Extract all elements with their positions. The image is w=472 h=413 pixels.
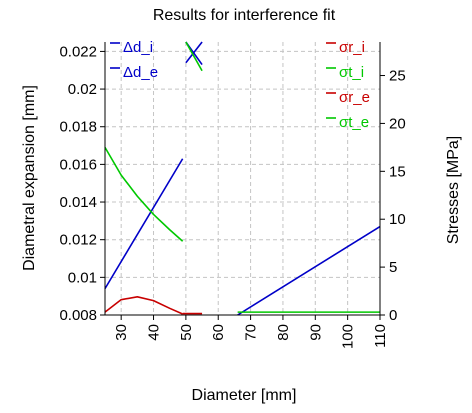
chart-title: Results for interference fit bbox=[153, 7, 336, 24]
legend-label: σr_i bbox=[339, 39, 365, 56]
series-line-r_i bbox=[104, 295, 183, 315]
series-layer bbox=[104, 41, 381, 316]
series-line-t_i bbox=[104, 146, 184, 242]
y-left-tick-label: 0.022 bbox=[59, 43, 97, 60]
x-axis-label: Diameter [mm] bbox=[192, 387, 297, 404]
series-line-t_e bbox=[185, 41, 203, 72]
legend-label: Δd_e bbox=[123, 64, 158, 81]
legend: Δd_i Δd_e σr_i σt_i σr_e σt_e bbox=[110, 39, 370, 131]
legend-label: Δd_i bbox=[123, 39, 153, 56]
y-axis-right-label: Stresses [MPa] bbox=[445, 136, 462, 244]
y-left-tick-label: 0.018 bbox=[59, 119, 97, 136]
y-right-tick-label: 25 bbox=[389, 68, 406, 85]
legend-label: σt_e bbox=[339, 114, 369, 131]
x-tick-label: 60 bbox=[210, 324, 227, 341]
y-left-tick-label: 0.014 bbox=[59, 194, 97, 211]
x-tick-label: 110 bbox=[372, 324, 389, 348]
legend-label: σr_e bbox=[339, 89, 370, 106]
x-tick-label: 30 bbox=[113, 324, 130, 341]
y-right-tick-label: 15 bbox=[389, 163, 406, 180]
x-tick-label: 50 bbox=[178, 324, 195, 341]
x-tick-label: 100 bbox=[340, 324, 357, 349]
y-axis-left-label: Diametral expansion [mm] bbox=[21, 85, 38, 271]
y-right-tick-label: 10 bbox=[389, 211, 406, 228]
y-left-tick-label: 0.008 bbox=[59, 307, 97, 324]
y-right-tick-label: 5 bbox=[389, 259, 397, 276]
x-tick-label: 40 bbox=[146, 324, 163, 341]
axes: 30 40 50 60 70 80 90 100 1100.0080.010.0120.0140… bbox=[59, 42, 406, 349]
y-right-tick-label: 0 bbox=[389, 307, 397, 324]
x-tick-label: 80 bbox=[275, 324, 292, 341]
x-tick-label: 90 bbox=[307, 324, 324, 341]
series-line-d_i bbox=[104, 158, 184, 290]
x-tick-label: 70 bbox=[243, 324, 260, 341]
grid bbox=[105, 42, 381, 316]
y-left-tick-label: 0.012 bbox=[59, 232, 97, 249]
series-line-d_e bbox=[237, 225, 381, 316]
y-left-tick-label: 0.02 bbox=[68, 81, 97, 98]
legend-label: σt_i bbox=[339, 64, 364, 81]
y-left-tick-label: 0.016 bbox=[59, 156, 97, 173]
y-right-tick-label: 20 bbox=[389, 115, 406, 132]
y-left-tick-label: 0.01 bbox=[68, 269, 97, 286]
